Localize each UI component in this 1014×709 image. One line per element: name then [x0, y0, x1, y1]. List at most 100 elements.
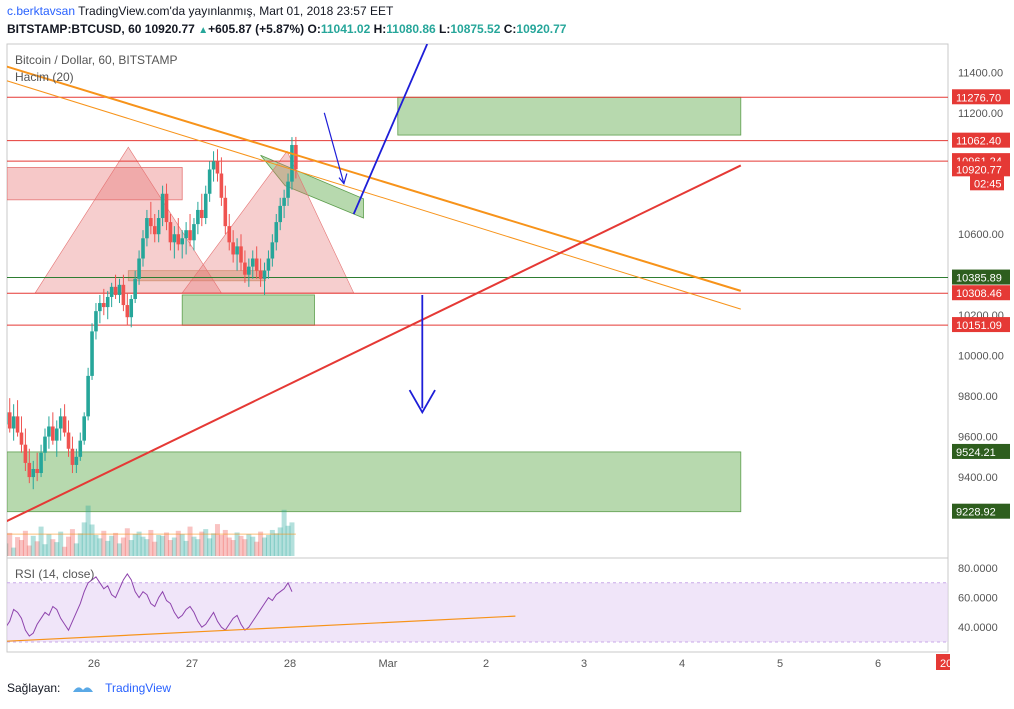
- price-tick-label: 10000.00: [958, 351, 1004, 363]
- price-label-box: [952, 317, 1010, 333]
- volume-bar: [42, 544, 48, 556]
- volume-bar: [73, 543, 79, 556]
- volume-bar: [269, 529, 275, 556]
- candle-body: [58, 416, 63, 429]
- zone-breakout: [260, 154, 364, 219]
- price-label-text: 10151.09: [956, 320, 1002, 332]
- candle-body: [219, 173, 224, 198]
- candle-body: [141, 238, 145, 259]
- candle-body: [200, 209, 204, 219]
- volume-bar: [89, 524, 95, 556]
- rsi-tick-label: 60.0000: [958, 593, 998, 605]
- candle-body: [133, 278, 137, 299]
- candle-body: [164, 193, 169, 223]
- candle-body: [11, 416, 16, 429]
- volume-bar: [18, 540, 24, 556]
- up-triangle-icon: ▲: [198, 25, 209, 36]
- candle-body: [211, 161, 216, 170]
- volume-bar: [34, 541, 40, 556]
- author-link[interactable]: c.berktavsan: [7, 4, 76, 18]
- price-label-box: [952, 269, 1010, 285]
- volume-bar: [11, 547, 17, 556]
- price-label-text: 10385.89: [956, 273, 1002, 285]
- rsi-band: [7, 582, 948, 642]
- candle-body: [274, 222, 279, 243]
- volume-bar: [214, 524, 220, 556]
- candle-body: [43, 436, 47, 453]
- candle-body: [39, 452, 43, 474]
- volume-bar: [93, 535, 99, 556]
- candle-body: [270, 242, 275, 259]
- candle-body: [74, 456, 79, 465]
- candle-body: [184, 230, 188, 239]
- volume-bar: [226, 537, 232, 556]
- price-tick-label: 9600.00: [958, 432, 998, 444]
- candle-body: [7, 412, 12, 429]
- candle-body: [192, 224, 196, 241]
- candle-body: [94, 311, 98, 332]
- volume-bar: [250, 536, 256, 556]
- volume-bar: [120, 537, 126, 556]
- price-label-box: [952, 503, 1010, 519]
- candle-body: [235, 246, 239, 255]
- volume-bar: [160, 535, 166, 556]
- volume-bar: [58, 531, 64, 556]
- price-label-text: 10308.46: [956, 288, 1002, 300]
- candle-body: [121, 284, 126, 306]
- candle-body: [282, 197, 286, 206]
- candle-body: [35, 468, 39, 474]
- footer-brand[interactable]: TradingView: [105, 681, 172, 695]
- volume-bar: [277, 527, 283, 556]
- footer: Sağlayan: TradingView: [7, 681, 171, 695]
- time-tick-label: 26: [88, 658, 100, 670]
- volume-bar: [81, 522, 87, 556]
- pointer-arrow-head: [338, 173, 348, 185]
- legend-title: Bitcoin / Dollar, 60, BITSTAMP: [15, 53, 178, 67]
- volume-bar: [171, 537, 177, 556]
- volume-bar: [218, 535, 224, 556]
- volume-bar: [179, 534, 185, 556]
- volume-bar: [273, 533, 279, 556]
- candle-body: [54, 428, 59, 441]
- volume-bar: [77, 533, 83, 556]
- candle-body: [243, 262, 247, 275]
- volume-bar: [148, 529, 154, 556]
- pointer-arrow-shaft: [323, 112, 345, 184]
- volume-bar: [140, 536, 146, 556]
- candle-body: [70, 448, 75, 465]
- volume-bar: [30, 535, 36, 556]
- price-label-text: 9524.21: [956, 447, 996, 459]
- volume-bar: [113, 532, 119, 556]
- candle-body: [294, 144, 298, 170]
- time-tick-label: 2: [483, 658, 489, 670]
- candle-body: [188, 230, 192, 241]
- candle-body: [7, 412, 8, 425]
- price-label-box: [952, 89, 1010, 105]
- volume-bar: [230, 540, 236, 556]
- publish-line: c.berktavsan TradingView.com'da yayınlan…: [7, 4, 393, 18]
- footer-label: Sağlayan:: [7, 681, 61, 695]
- plot-frame: [6, 43, 949, 653]
- candle-body: [129, 298, 134, 318]
- candle-body: [117, 284, 122, 295]
- volume-bar: [285, 525, 291, 556]
- price-tick-label: 11400.00: [958, 67, 1003, 79]
- publish-info: TradingView.com'da yayınlanmış, Mart 01,…: [78, 4, 394, 18]
- candle-body: [145, 218, 149, 239]
- volume-bar: [238, 535, 244, 556]
- volume-bar: [207, 538, 213, 556]
- volume-bar: [136, 531, 142, 556]
- volume-bar: [164, 532, 170, 556]
- price-label-box: [952, 132, 1010, 148]
- volume-bar: [258, 531, 264, 556]
- volume-bar: [116, 543, 122, 556]
- price-tick-label: 10600.00: [958, 229, 1004, 241]
- candle-body: [86, 375, 90, 417]
- tradingview-logo-icon: [72, 687, 93, 692]
- time-tick-label: Mar: [379, 658, 398, 670]
- price-label-text: 9228.92: [956, 507, 996, 519]
- candle-body: [172, 234, 177, 243]
- price-label-box: [970, 175, 1004, 191]
- volume-bar: [97, 538, 103, 556]
